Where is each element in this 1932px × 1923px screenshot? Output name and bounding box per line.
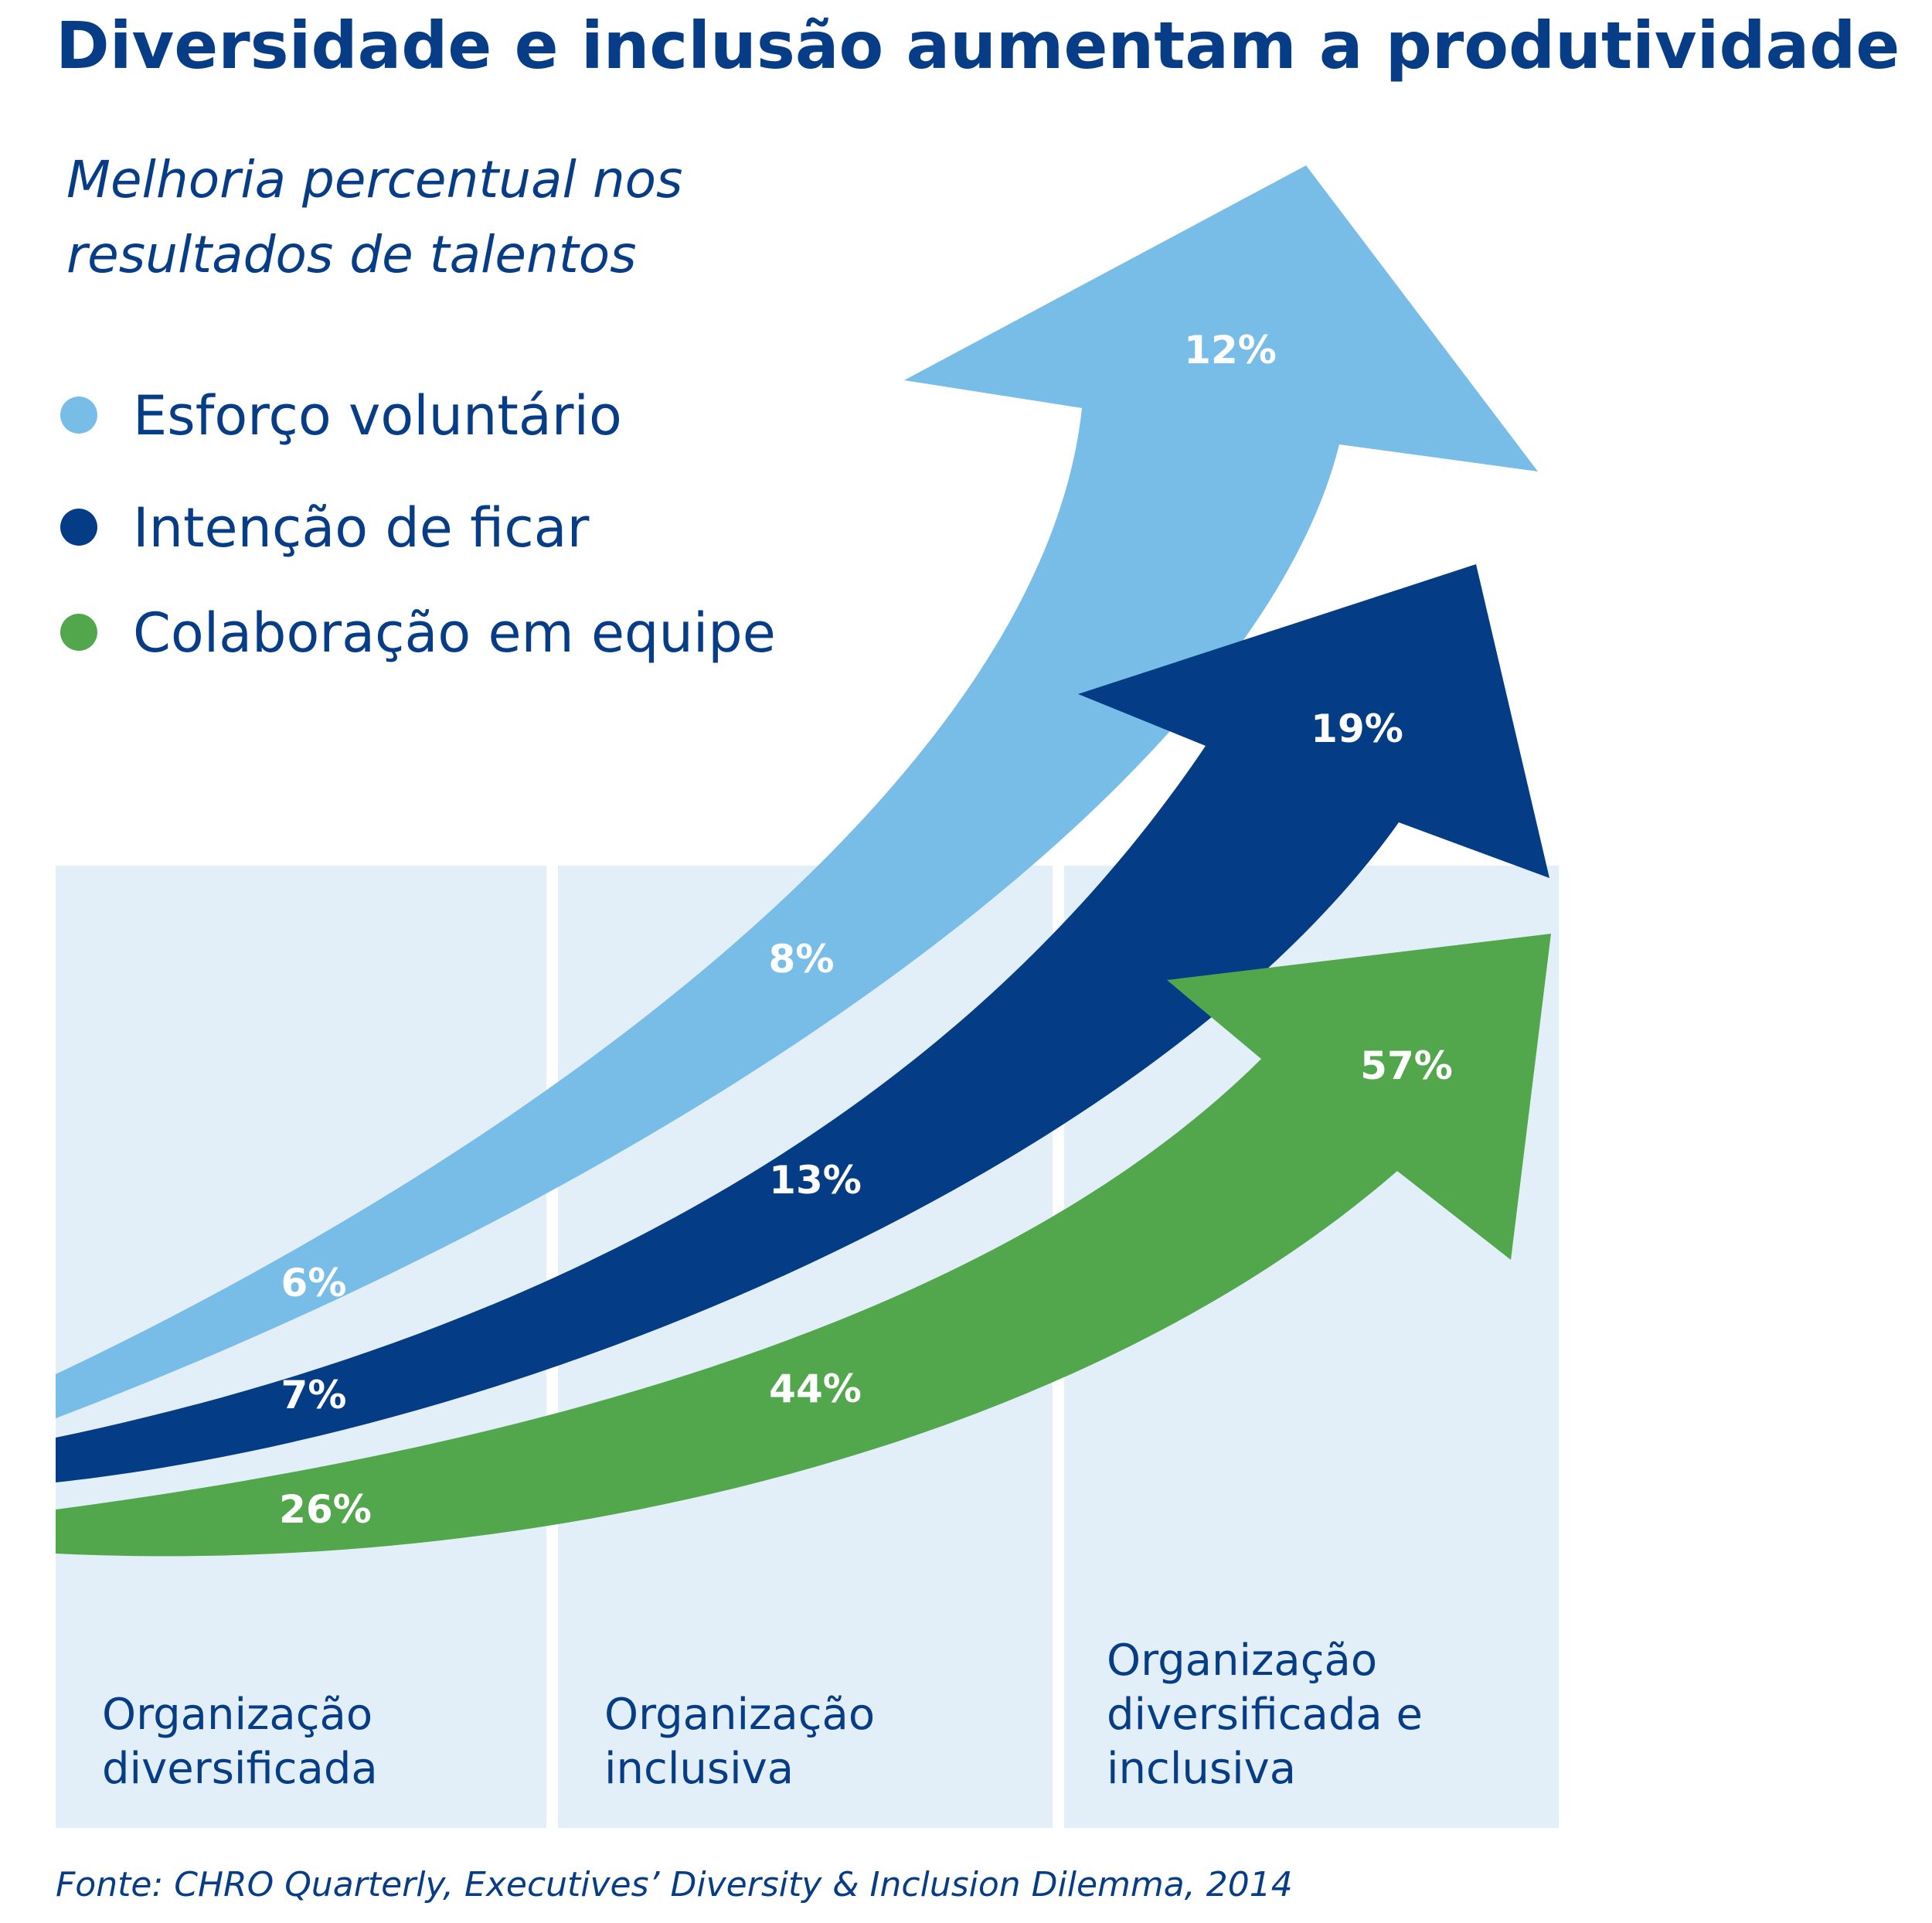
category-labels: Organização diversificada Organização in… [102,1635,1437,1794]
category-label-2-line-2: inclusiva [604,1744,794,1794]
data-label-esforco-1: 6% [281,1261,347,1305]
category-label-3: Organização diversificada e inclusiva [1107,1635,1437,1794]
data-label-colaboracao-1: 26% [279,1487,372,1532]
data-label-esforco-3: 12% [1184,328,1277,373]
data-label-intencao-1: 7% [281,1373,347,1418]
data-label-esforco-2: 8% [769,937,835,982]
legend-dot-intencao [60,509,97,546]
series-arrows [56,165,1551,1557]
category-label-3-line-1: Organização [1107,1635,1377,1686]
category-label-2-line-1: Organização [604,1690,875,1740]
category-label-3-line-3: inclusiva [1107,1744,1296,1794]
arrow-intencao-de-ficar [56,564,1549,1482]
data-label-intencao-2: 13% [769,1158,862,1203]
legend-label-intencao: Intenção de ficar [133,496,590,560]
legend-label-colaboracao: Colaboração em equipe [133,601,776,665]
chart-subtitle-line1: Melhoria percentual nos [66,150,682,209]
legend-dot-esforco [60,397,97,434]
legend-item-colaboracao: Colaboração em equipe [60,601,776,665]
data-label-colaboracao-2: 44% [769,1367,862,1411]
data-label-colaboracao-3: 57% [1360,1043,1453,1088]
legend-dot-colaboracao [60,614,97,651]
category-label-1-line-1: Organização [102,1690,372,1740]
category-label-2: Organização inclusiva [604,1690,889,1794]
chart-subtitle-line2: resultados de talentos [66,225,636,284]
legend: Esforço voluntário Intenção de ficar Col… [60,384,776,665]
legend-item-esforco: Esforço voluntário [60,384,622,448]
data-labels: 6% 8% 12% 7% 13% 19% 26% 44% 57% [279,328,1453,1532]
chart-title: Diversidade e inclusão aumentam a produt… [56,8,1900,83]
category-label-1-line-2: diversificada [102,1744,378,1794]
category-label-1: Organização diversificada [102,1690,386,1794]
arrow-esforco-voluntario [56,165,1538,1418]
category-label-3-line-2: diversificada e [1107,1690,1423,1740]
source-note: Fonte: CHRO Quarterly, Executives’ Diver… [56,1865,1293,1904]
legend-item-intencao: Intenção de ficar [60,496,590,560]
data-label-intencao-3: 19% [1311,706,1403,751]
legend-label-esforco: Esforço voluntário [133,384,622,448]
arrow-colaboracao-em-equipe [56,934,1551,1557]
